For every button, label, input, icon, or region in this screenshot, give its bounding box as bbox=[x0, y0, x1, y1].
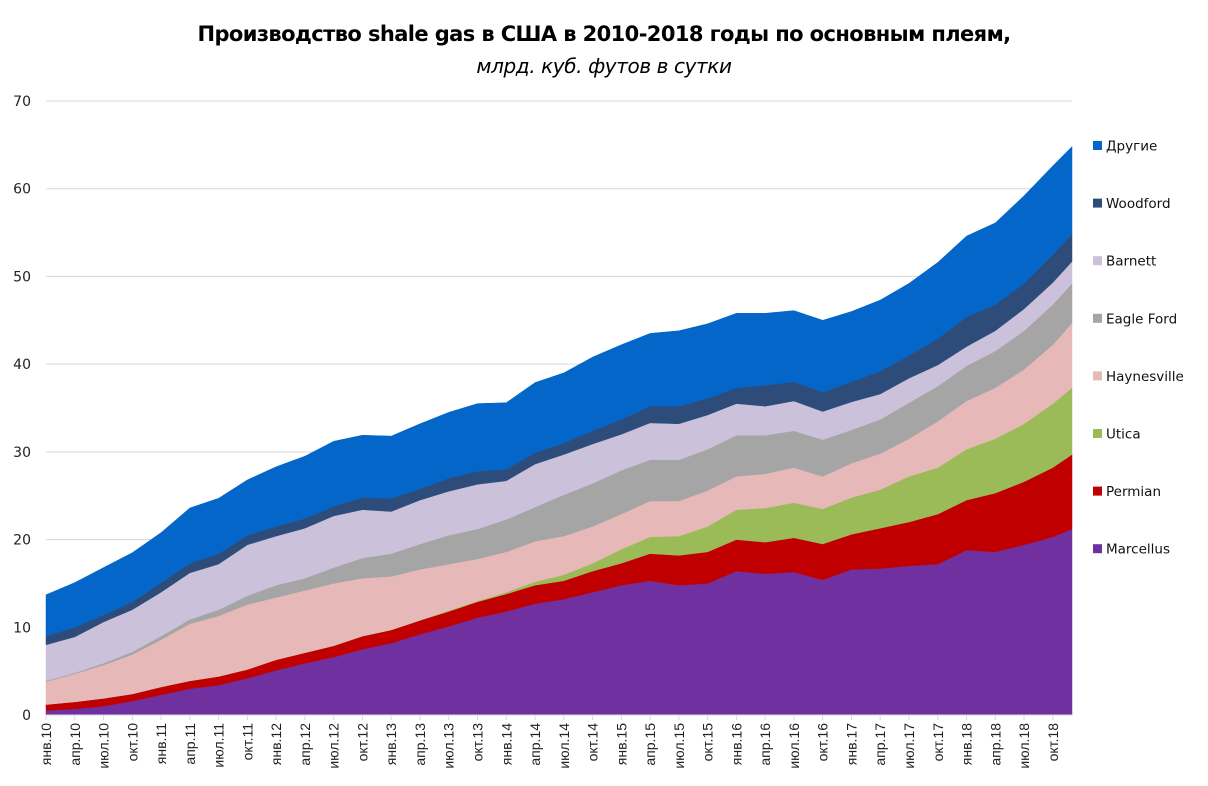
x-tick-label: апр.15 bbox=[642, 723, 658, 766]
x-axis: янв.10 апр.10 июл.10 окт.10 янв.11 апр.11 июл.… bbox=[38, 714, 1072, 769]
x-tick-label: янв.15 bbox=[613, 723, 629, 765]
x-tick-label: окт.12 bbox=[354, 723, 370, 762]
legend-label: Barnett bbox=[1106, 254, 1156, 270]
legend-label: Utica bbox=[1106, 427, 1141, 443]
x-tick-label: янв.18 bbox=[959, 723, 975, 765]
x-tick-label: янв.13 bbox=[383, 723, 399, 765]
legend-item: Другие bbox=[1093, 139, 1157, 155]
x-tick-label: апр.18 bbox=[987, 723, 1003, 766]
x-tick-label: окт.15 bbox=[700, 723, 716, 762]
legend-item: Haynesville bbox=[1093, 369, 1184, 385]
x-tick-label: апр.10 bbox=[67, 723, 83, 766]
legend-item: Permian bbox=[1093, 484, 1161, 500]
x-tick-label: апр.13 bbox=[412, 723, 428, 766]
y-tick-label: 0 bbox=[22, 708, 31, 724]
legend-item: Woodford bbox=[1093, 196, 1171, 212]
x-tick-label: апр.12 bbox=[297, 723, 313, 766]
x-tick-label: июл.15 bbox=[671, 723, 687, 769]
x-tick-label: янв.11 bbox=[153, 723, 169, 764]
y-axis-ticks: 0 10 20 30 40 50 60 70 bbox=[13, 94, 31, 724]
x-tick-label: окт.18 bbox=[1045, 723, 1061, 762]
x-tick-label: окт.14 bbox=[585, 723, 601, 762]
x-tick-label: янв.14 bbox=[498, 723, 514, 765]
x-tick-label: июл.10 bbox=[96, 723, 112, 769]
y-tick-label: 50 bbox=[13, 269, 31, 285]
chart-subtitle: млрд. куб. футов в сутки bbox=[476, 54, 732, 78]
legend-item: Barnett bbox=[1093, 254, 1156, 270]
y-tick-label: 40 bbox=[13, 357, 31, 373]
legend-label: Marcellus bbox=[1106, 542, 1170, 558]
x-tick-label: янв.12 bbox=[268, 723, 284, 765]
y-tick-label: 70 bbox=[13, 94, 31, 110]
x-tick-label: июл.11 bbox=[211, 723, 227, 768]
y-tick-label: 20 bbox=[13, 533, 31, 549]
legend-swatch bbox=[1093, 544, 1102, 554]
y-tick-label: 10 bbox=[13, 620, 31, 636]
x-tick-label: июл.13 bbox=[441, 723, 457, 769]
y-tick-label: 60 bbox=[13, 182, 31, 198]
legend-swatch bbox=[1093, 141, 1102, 150]
legend: Другие Woodford Barnett Eagle Ford Haynesvil… bbox=[1093, 139, 1184, 558]
legend-swatch bbox=[1093, 313, 1102, 323]
x-tick-label: окт.17 bbox=[930, 723, 946, 762]
x-tick-label: апр.16 bbox=[757, 723, 773, 766]
legend-item: Eagle Ford bbox=[1093, 311, 1177, 327]
x-tick-label: июл.18 bbox=[1016, 723, 1032, 769]
legend-label: Haynesville bbox=[1106, 369, 1184, 385]
area-series bbox=[45, 145, 1073, 716]
x-tick-label: окт.13 bbox=[469, 723, 485, 762]
legend-swatch bbox=[1093, 371, 1102, 381]
legend-label: Eagle Ford bbox=[1106, 311, 1177, 327]
x-tick-label: апр.14 bbox=[527, 723, 543, 766]
x-tick-label: янв.16 bbox=[728, 723, 744, 765]
x-tick-label: янв.10 bbox=[38, 723, 54, 765]
x-tick-label: июл.12 bbox=[326, 723, 342, 769]
y-tick-label: 30 bbox=[13, 445, 31, 461]
x-tick-label: апр.17 bbox=[872, 723, 888, 766]
x-tick-label: июл.17 bbox=[901, 723, 917, 769]
legend-swatch bbox=[1093, 256, 1102, 266]
chart-title: Производство shale gas в США в 2010-2018… bbox=[197, 22, 1010, 46]
legend-item: Marcellus bbox=[1093, 542, 1170, 558]
area-другие bbox=[45, 145, 1073, 637]
legend-swatch bbox=[1093, 429, 1102, 438]
legend-swatch bbox=[1093, 486, 1102, 496]
x-tick-label: июл.14 bbox=[556, 723, 572, 769]
legend-label: Woodford bbox=[1106, 196, 1171, 212]
legend-label: Permian bbox=[1106, 484, 1161, 500]
x-tick-label: апр.11 bbox=[182, 723, 198, 765]
legend-swatch bbox=[1093, 198, 1102, 208]
legend-label: Другие bbox=[1106, 139, 1157, 155]
x-tick-label: июл.16 bbox=[786, 723, 802, 769]
x-tick-label: окт.16 bbox=[815, 723, 831, 762]
x-tick-label: окт.10 bbox=[124, 723, 140, 762]
x-tick-label: окт.11 bbox=[239, 723, 255, 761]
legend-item: Utica bbox=[1093, 427, 1141, 443]
x-tick-label: янв.17 bbox=[843, 723, 859, 765]
